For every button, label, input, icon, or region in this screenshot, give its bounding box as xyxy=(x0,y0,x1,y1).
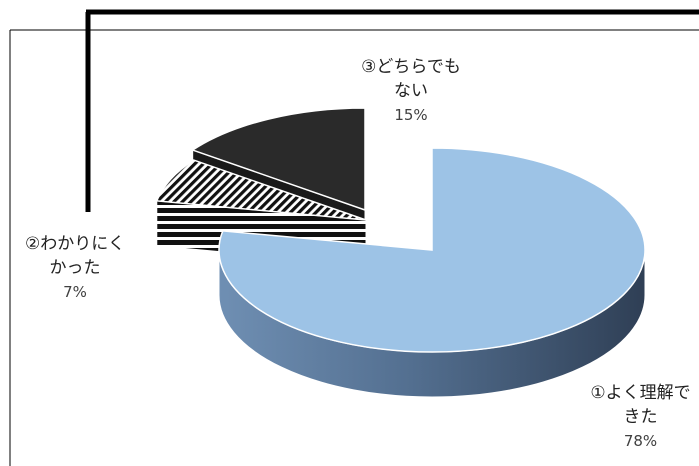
slice-label-3: ③どちらでも ない 15% xyxy=(345,55,477,127)
slice-3-name-line-2: ない xyxy=(394,81,428,101)
slice-label-2: ②わかりにく かった 7% xyxy=(0,232,150,304)
slice-label-1: ①よく理解で きた 78% xyxy=(578,381,699,453)
slice-1-name-line-1: ①よく理解で xyxy=(590,383,691,403)
slice-1-value: 78% xyxy=(623,432,658,450)
pie-slices xyxy=(155,107,646,398)
slice-1-top xyxy=(218,147,646,353)
slice-3-name-line-1: ③どちらでも xyxy=(361,57,461,77)
slice-2-name-line-2: かった xyxy=(49,258,101,278)
pie-slice-1 xyxy=(218,147,646,398)
slice-3-top xyxy=(190,107,366,212)
slice-2-value: 7% xyxy=(63,283,87,301)
slice-2-top xyxy=(155,159,367,221)
slice-3-value: 15% xyxy=(394,106,428,124)
slice-2-name-line-1: ②わかりにく xyxy=(25,234,125,254)
chart-frame xyxy=(9,9,699,466)
slice-1-name-line-2: きた xyxy=(623,407,658,427)
